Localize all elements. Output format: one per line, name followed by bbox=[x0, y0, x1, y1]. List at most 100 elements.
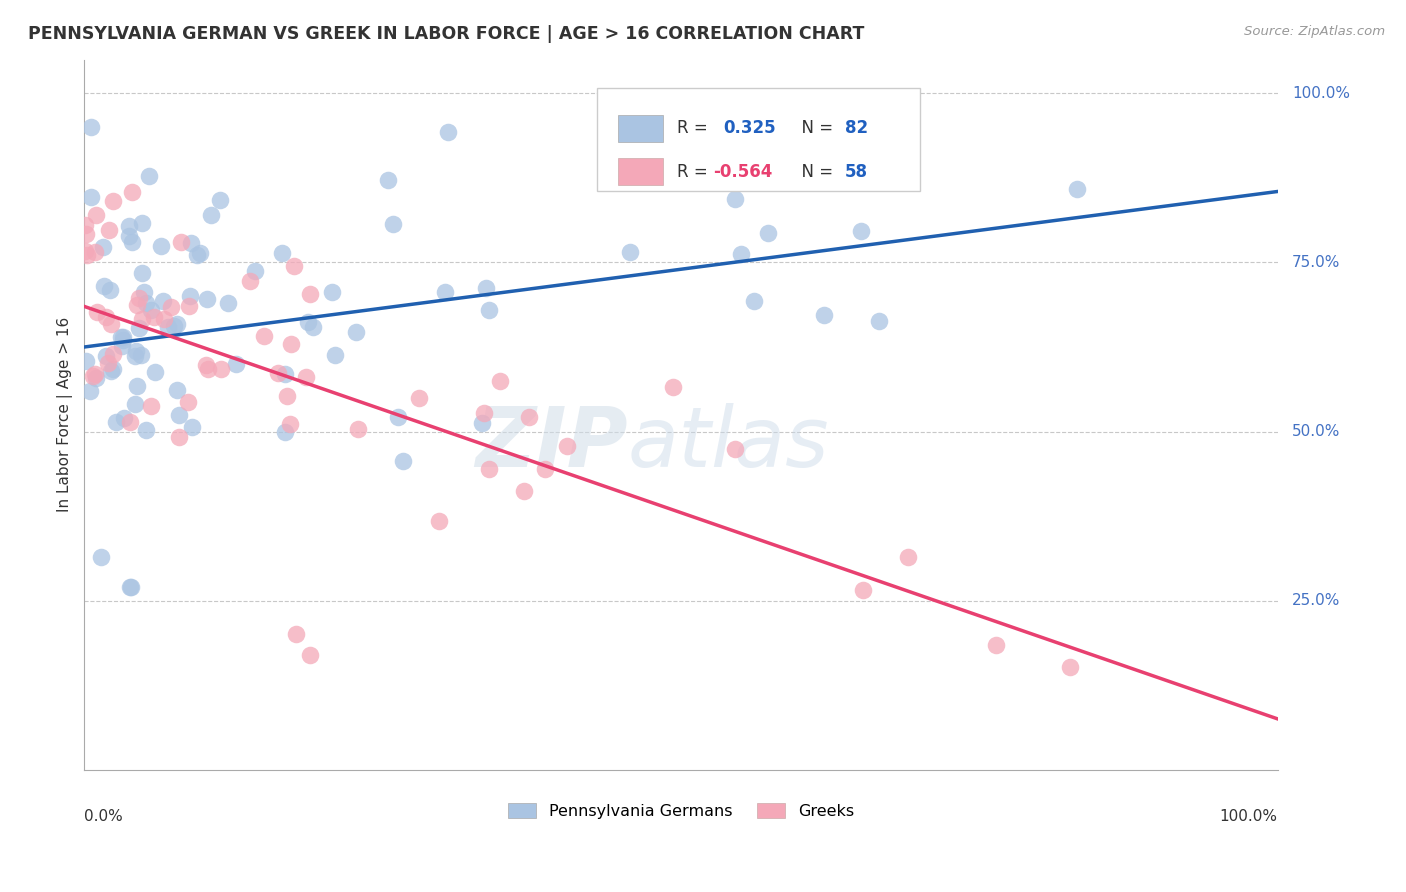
Point bbox=[79, 190, 101, 204]
Point bbox=[134, 285, 156, 299]
Point bbox=[139, 399, 162, 413]
Point bbox=[84, 208, 107, 222]
Point bbox=[128, 291, 150, 305]
Point bbox=[139, 302, 162, 317]
Point bbox=[186, 248, 208, 262]
Point bbox=[121, 235, 143, 250]
Point bbox=[489, 374, 512, 388]
Point bbox=[118, 415, 141, 429]
Text: 58: 58 bbox=[845, 162, 868, 181]
Point bbox=[195, 292, 218, 306]
Point bbox=[93, 240, 115, 254]
Point bbox=[211, 361, 233, 376]
Point bbox=[346, 421, 368, 435]
Point bbox=[217, 295, 239, 310]
Point bbox=[557, 439, 579, 453]
Point bbox=[177, 299, 200, 313]
Text: N =: N = bbox=[790, 120, 838, 137]
Point bbox=[93, 279, 115, 293]
Point bbox=[167, 430, 190, 444]
FancyBboxPatch shape bbox=[617, 115, 664, 142]
Point bbox=[377, 173, 399, 187]
Point bbox=[104, 415, 127, 429]
Point bbox=[849, 224, 872, 238]
Point bbox=[143, 310, 166, 325]
Text: 50.0%: 50.0% bbox=[1292, 424, 1340, 439]
Point bbox=[75, 218, 97, 232]
Point bbox=[110, 329, 132, 343]
Point bbox=[121, 185, 143, 199]
Point bbox=[194, 359, 217, 373]
Point bbox=[129, 348, 152, 362]
Text: 75.0%: 75.0% bbox=[1292, 255, 1340, 270]
Y-axis label: In Labor Force | Age > 16: In Labor Force | Age > 16 bbox=[58, 317, 73, 512]
Text: -0.564: -0.564 bbox=[713, 162, 773, 181]
Point bbox=[512, 483, 534, 498]
Point bbox=[82, 368, 104, 383]
Point bbox=[86, 305, 108, 319]
Point bbox=[302, 320, 325, 334]
Point bbox=[79, 384, 101, 399]
Point bbox=[517, 409, 540, 424]
Text: 100.0%: 100.0% bbox=[1292, 86, 1350, 101]
Point bbox=[273, 425, 295, 440]
Point bbox=[619, 244, 641, 259]
Point bbox=[197, 361, 219, 376]
Text: R =: R = bbox=[678, 120, 718, 137]
Point bbox=[278, 417, 301, 431]
Point bbox=[852, 582, 875, 597]
Text: R =: R = bbox=[678, 162, 713, 181]
Point bbox=[84, 371, 107, 385]
Point bbox=[101, 362, 124, 376]
Point bbox=[283, 260, 305, 274]
Point bbox=[100, 283, 122, 297]
Point bbox=[138, 169, 160, 183]
Point bbox=[103, 347, 125, 361]
Point bbox=[96, 349, 118, 363]
Point bbox=[598, 169, 620, 183]
Point bbox=[200, 208, 222, 222]
Point bbox=[758, 227, 780, 241]
Point bbox=[170, 235, 193, 250]
Point bbox=[118, 219, 141, 233]
Text: ZIP: ZIP bbox=[475, 402, 627, 483]
Point bbox=[436, 125, 458, 139]
Point bbox=[163, 318, 186, 333]
Point bbox=[135, 295, 157, 310]
Point bbox=[1066, 181, 1088, 195]
Point bbox=[112, 333, 135, 347]
Point bbox=[475, 281, 498, 295]
Point bbox=[124, 349, 146, 363]
Point bbox=[166, 317, 188, 331]
Point bbox=[153, 312, 176, 326]
Point bbox=[662, 380, 685, 394]
Point bbox=[125, 378, 148, 392]
Point bbox=[742, 294, 765, 309]
Point bbox=[112, 410, 135, 425]
Point bbox=[80, 120, 103, 135]
Text: 82: 82 bbox=[845, 120, 868, 137]
Point bbox=[298, 287, 321, 301]
Point bbox=[297, 315, 319, 329]
FancyBboxPatch shape bbox=[617, 158, 664, 186]
Point bbox=[984, 638, 1007, 652]
Point bbox=[75, 227, 97, 242]
Point bbox=[124, 343, 146, 358]
Point bbox=[298, 648, 321, 662]
Point bbox=[243, 264, 266, 278]
Text: PENNSYLVANIA GERMAN VS GREEK IN LABOR FORCE | AGE > 16 CORRELATION CHART: PENNSYLVANIA GERMAN VS GREEK IN LABOR FO… bbox=[28, 25, 865, 43]
Text: atlas: atlas bbox=[627, 402, 830, 483]
Point bbox=[131, 267, 153, 281]
Point bbox=[280, 336, 302, 351]
Point bbox=[101, 194, 124, 208]
Point bbox=[267, 367, 290, 381]
Point bbox=[276, 389, 298, 403]
Point bbox=[180, 236, 202, 251]
Point bbox=[478, 302, 501, 317]
Point bbox=[131, 311, 153, 326]
Point bbox=[160, 300, 183, 314]
Point bbox=[868, 314, 890, 328]
Point bbox=[392, 454, 415, 468]
Point bbox=[427, 514, 450, 528]
Point bbox=[471, 416, 494, 430]
